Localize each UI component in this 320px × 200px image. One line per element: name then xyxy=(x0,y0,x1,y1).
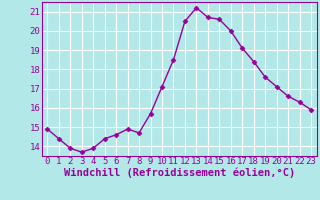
X-axis label: Windchill (Refroidissement éolien,°C): Windchill (Refroidissement éolien,°C) xyxy=(64,168,295,178)
